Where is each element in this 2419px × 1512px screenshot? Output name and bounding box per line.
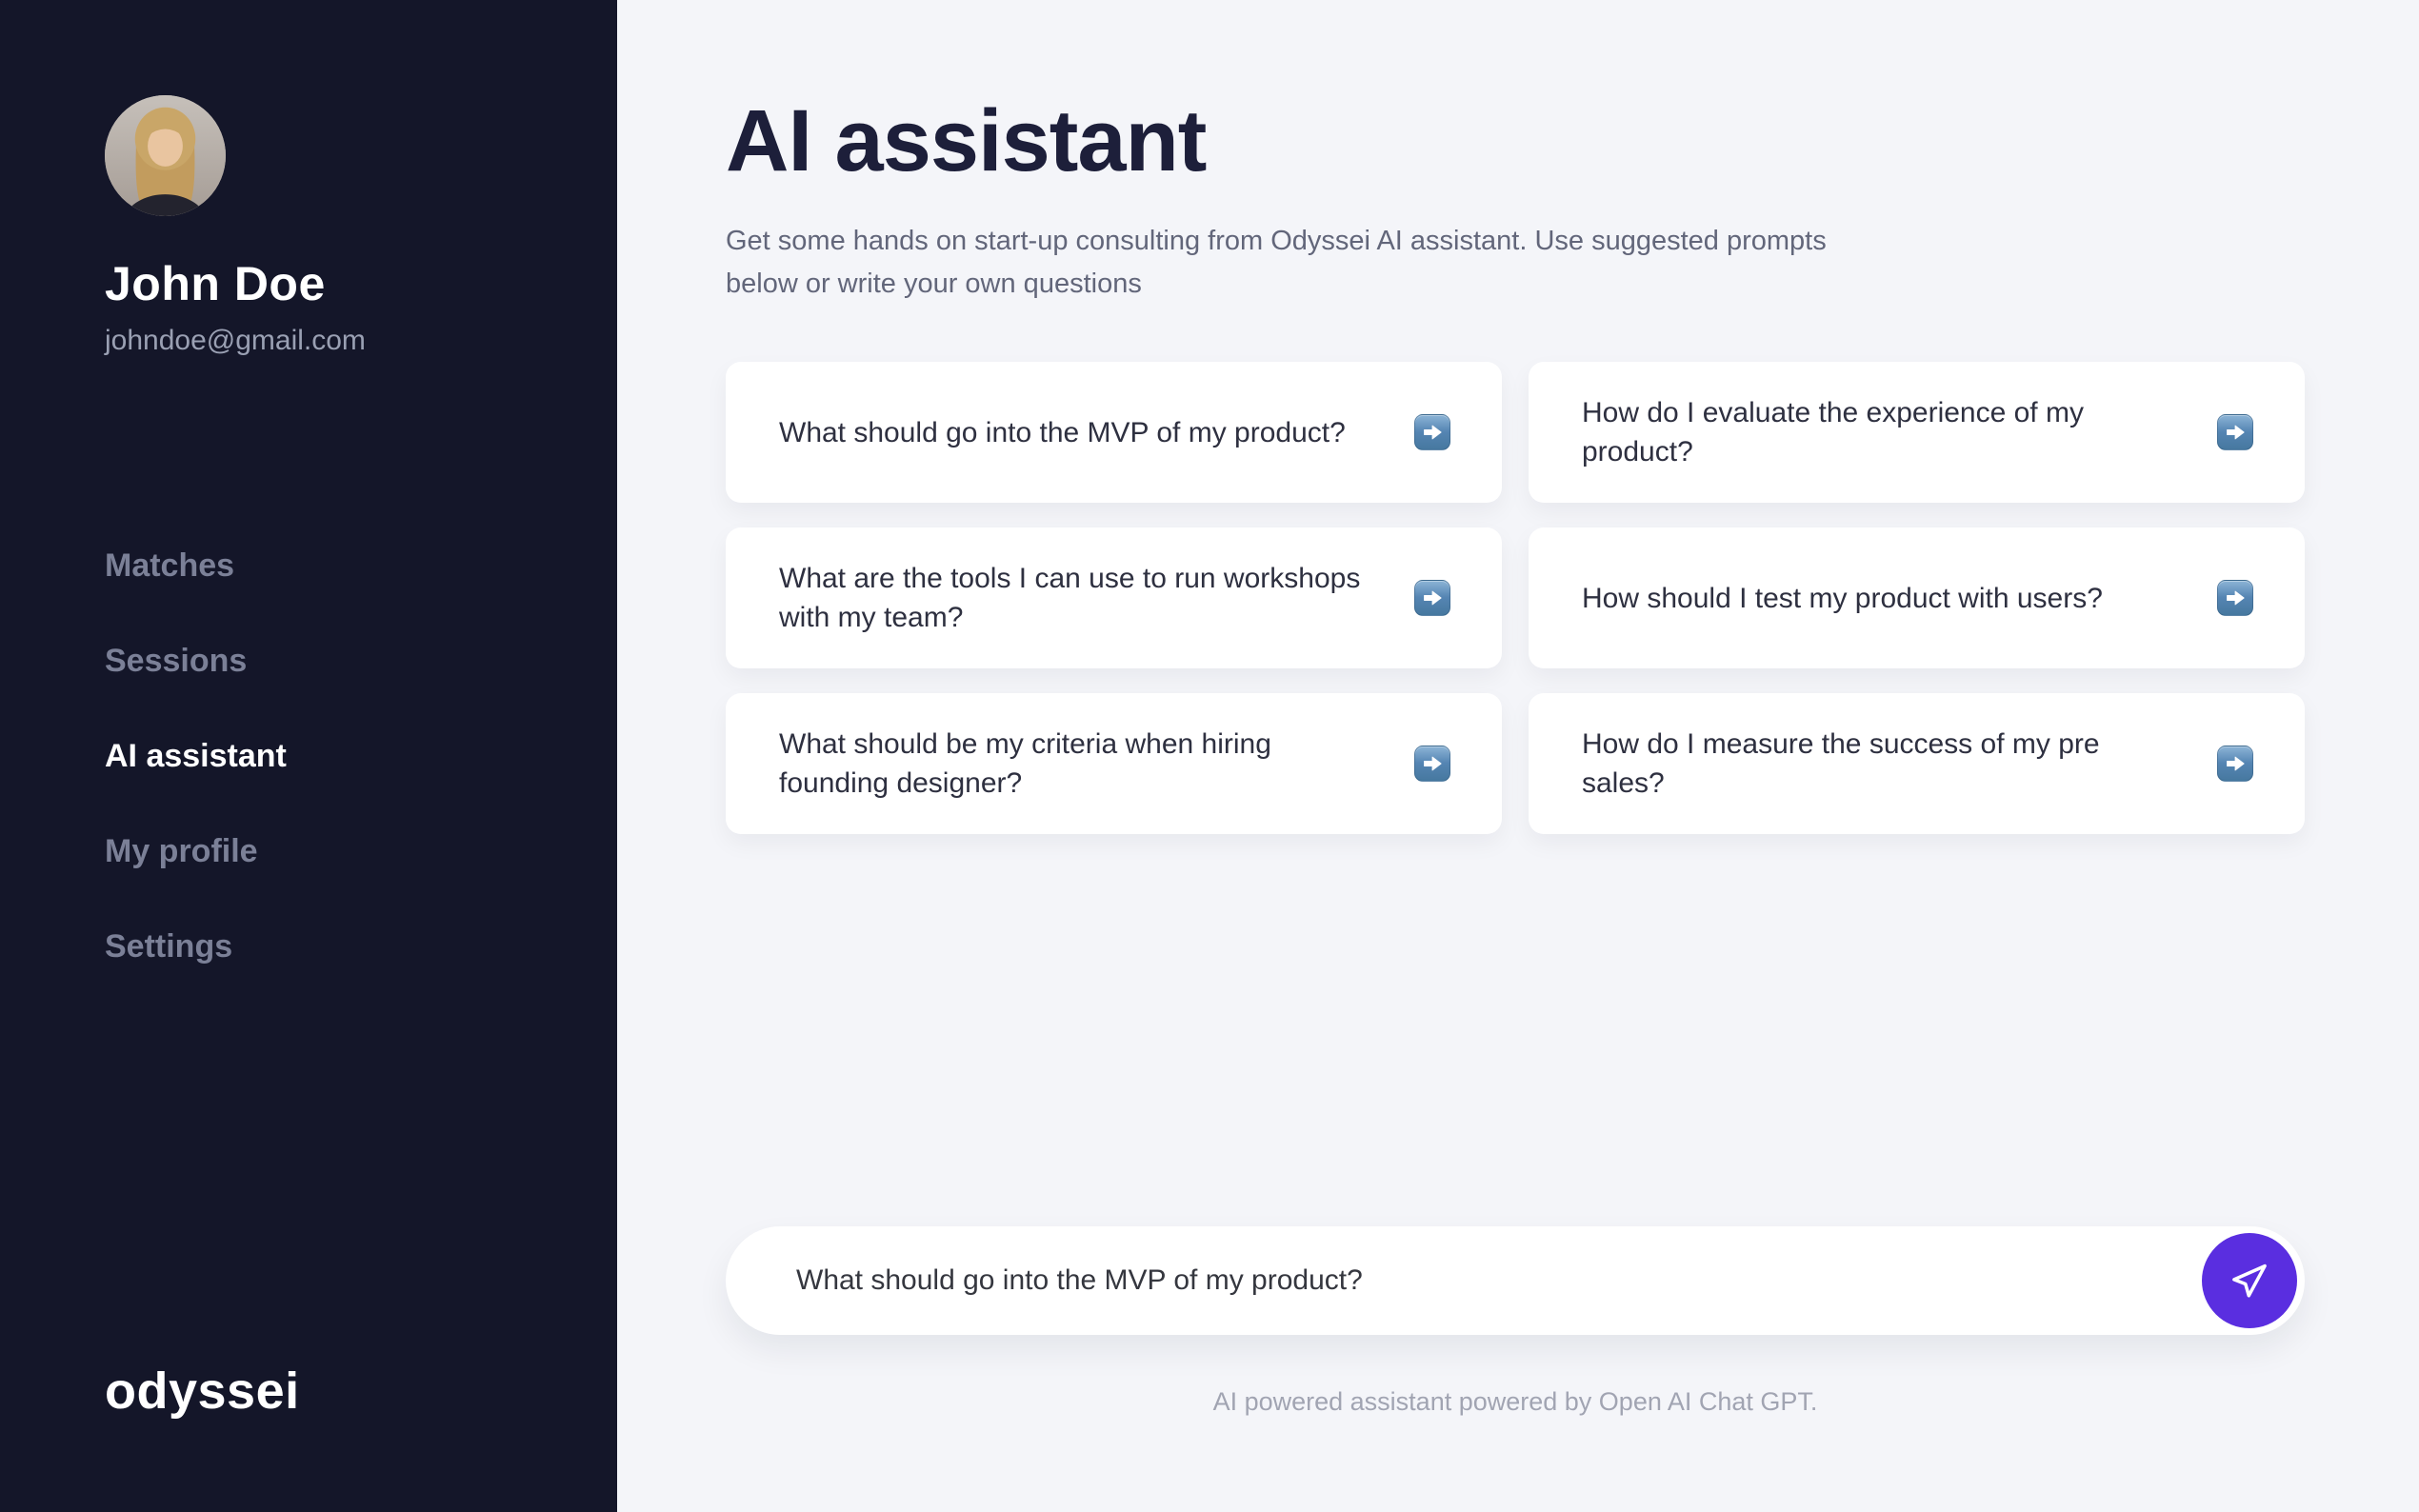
sidebar-item-matches[interactable]: Matches	[105, 547, 235, 584]
sidebar-nav: Matches Sessions AI assistant My profile…	[105, 547, 579, 965]
prompt-card-presales-success[interactable]: How do I measure the success of my pre s…	[1529, 693, 2305, 835]
user-email: johndoe@gmail.com	[105, 325, 366, 356]
chat-input-bar	[726, 1226, 2305, 1335]
sidebar-item-ai-assistant[interactable]: AI assistant	[105, 738, 287, 774]
sidebar: John Doe johndoe@gmail.com Matches Sessi…	[0, 0, 617, 1512]
prompt-text: How should I test my product with users?	[1582, 582, 2103, 614]
main-content: AI assistant Get some hands on start-up …	[617, 0, 2419, 1512]
prompt-text: What should go into the MVP of my produc…	[779, 416, 1346, 448]
avatar	[105, 95, 226, 216]
prompt-card-test-with-users[interactable]: How should I test my product with users?	[1529, 527, 2305, 669]
arrow-right-icon	[1414, 414, 1450, 451]
send-button[interactable]	[2202, 1233, 2297, 1328]
sidebar-item-sessions[interactable]: Sessions	[105, 643, 248, 679]
prompt-card-evaluate-experience[interactable]: How do I evaluate the experience of my p…	[1529, 362, 2305, 504]
user-name: John Doe	[105, 257, 326, 310]
page-title: AI assistant	[726, 92, 1207, 189]
prompt-text: How do I measure the success of my pre s…	[1582, 728, 2100, 800]
sidebar-item-my-profile[interactable]: My profile	[105, 833, 258, 869]
prompt-card-workshop-tools[interactable]: What are the tools I can use to run work…	[726, 527, 1502, 669]
prompt-text: What are the tools I can use to run work…	[779, 563, 1361, 634]
user-portrait-icon	[105, 95, 226, 216]
footer-note: AI powered assistant powered by Open AI …	[1212, 1387, 1818, 1416]
paper-plane-icon	[2232, 1263, 2267, 1298]
prompt-text: What should be my criteria when hiring f…	[779, 728, 1271, 800]
suggested-prompts-grid: What should go into the MVP of my produc…	[726, 362, 2305, 835]
prompt-card-mvp[interactable]: What should go into the MVP of my produc…	[726, 362, 1502, 504]
arrow-right-icon	[2217, 580, 2253, 617]
prompt-text: How do I evaluate the experience of my p…	[1582, 397, 2084, 468]
arrow-right-icon	[2217, 746, 2253, 783]
odyssei-logo: odyssei	[105, 1363, 300, 1420]
arrow-right-icon	[1414, 580, 1450, 617]
arrow-right-icon	[1414, 746, 1450, 783]
prompt-card-hiring-designer[interactable]: What should be my criteria when hiring f…	[726, 693, 1502, 835]
sidebar-item-settings[interactable]: Settings	[105, 928, 233, 965]
arrow-right-icon	[2217, 414, 2253, 451]
chat-input[interactable]	[796, 1264, 2202, 1297]
page-description: Get some hands on start-up consulting fr…	[726, 225, 1827, 299]
